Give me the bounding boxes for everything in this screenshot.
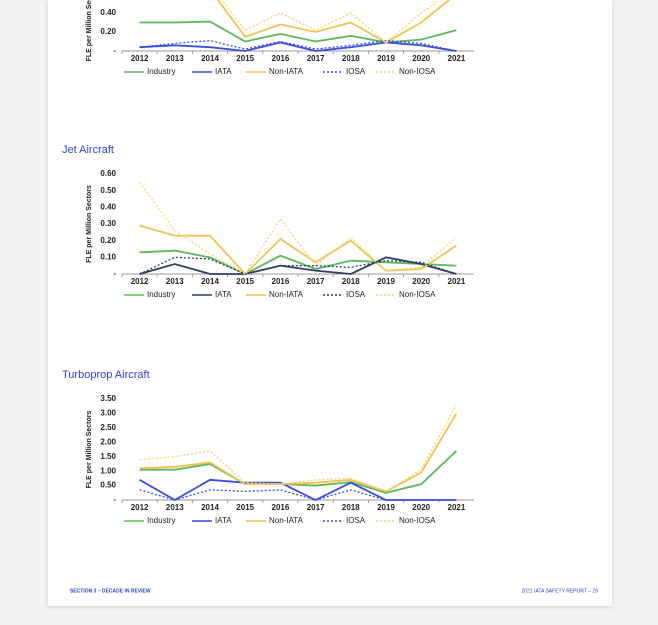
- x-tick-label: 2013: [166, 503, 184, 512]
- legend-label: IATA: [215, 516, 232, 525]
- y-tick-label: 0.30: [100, 219, 116, 228]
- y-tick-label: 0.40: [100, 8, 116, 17]
- x-tick-label: 2020: [412, 277, 430, 286]
- series-line: [139, 249, 457, 276]
- series-line: [139, 256, 457, 275]
- series-line: [139, 39, 457, 52]
- legend-label: Industry: [147, 516, 175, 525]
- y-tick-label: -: [113, 46, 116, 55]
- y-tick-label: 0.40: [100, 202, 116, 211]
- x-tick-label: 2012: [131, 54, 149, 63]
- x-tick-label: 2019: [377, 503, 395, 512]
- x-tick-label: 2017: [307, 503, 325, 512]
- y-tick-label: 3.50: [100, 394, 116, 403]
- y-tick-label: 0.20: [100, 236, 116, 245]
- y-tick-label: 2.00: [100, 437, 116, 446]
- footer-right: 2021 IATA SAFETY REPORT – 29: [521, 588, 598, 594]
- legend-label: IOSA: [346, 516, 366, 525]
- series-line: [139, 41, 457, 52]
- series-line: [139, 256, 457, 275]
- y-axis-label: FLE per Million Sectors: [86, 185, 93, 263]
- series-line: [216, 0, 451, 44]
- chart-title: Turboprop Aircraft: [62, 369, 150, 381]
- legend-label: Non-IATA: [269, 67, 304, 76]
- x-tick-label: 2019: [377, 54, 395, 63]
- y-tick-label: 0.20: [100, 27, 116, 36]
- legend-label: Non-IOSA: [399, 67, 436, 76]
- x-tick-label: 2015: [236, 503, 254, 512]
- x-tick-label: 2019: [377, 277, 395, 286]
- x-tick-label: 2021: [448, 277, 466, 286]
- legend-label: Non-IOSA: [399, 290, 436, 299]
- x-tick-label: 2017: [307, 277, 325, 286]
- y-tick-label: 3.00: [100, 409, 116, 418]
- x-tick-label: 2018: [342, 54, 360, 63]
- x-tick-label: 2013: [166, 277, 184, 286]
- legend-label: IATA: [215, 290, 232, 299]
- x-tick-label: 2015: [236, 54, 254, 63]
- y-tick-label: 0.60: [100, 169, 116, 178]
- y-axis-label: FLE per Million Sectors: [86, 411, 93, 489]
- legend-label: Non-IOSA: [399, 516, 436, 525]
- y-tick-label: 0.50: [100, 481, 116, 490]
- legend-label: IOSA: [346, 67, 366, 76]
- series-line: [139, 478, 457, 502]
- x-tick-label: 2020: [412, 54, 430, 63]
- series-line: [139, 20, 457, 44]
- legend-label: IATA: [215, 67, 232, 76]
- x-tick-label: 2015: [236, 277, 254, 286]
- x-tick-label: 2021: [448, 54, 466, 63]
- series-line: [139, 450, 458, 494]
- x-tick-label: 2018: [342, 277, 360, 286]
- series-line: [139, 181, 457, 275]
- y-axis-label: FLE per Million Sectors: [86, 0, 93, 61]
- y-tick-label: 1.50: [100, 452, 116, 461]
- y-tick-label: 1.00: [100, 466, 116, 475]
- series-line: [139, 412, 458, 493]
- x-tick-label: 2021: [448, 503, 466, 512]
- x-tick-label: 2014: [201, 503, 219, 512]
- x-tick-label: 2017: [307, 54, 325, 63]
- y-tick-label: -: [113, 269, 116, 278]
- y-tick-label: 0.50: [100, 186, 116, 195]
- x-tick-label: 2018: [342, 503, 360, 512]
- legend-label: IOSA: [346, 290, 366, 299]
- x-tick-label: 2012: [131, 503, 149, 512]
- y-tick-label: 2.50: [100, 423, 116, 432]
- paper: [48, 0, 612, 606]
- x-tick-label: 2016: [272, 54, 290, 63]
- series-line: [139, 404, 457, 493]
- legend-label: Non-IATA: [269, 290, 304, 299]
- x-tick-label: 2014: [201, 54, 219, 63]
- x-tick-label: 2016: [272, 503, 290, 512]
- footer-left: SECTION 3 – DECADE IN REVIEW: [70, 588, 151, 594]
- x-tick-label: 2020: [412, 503, 430, 512]
- x-tick-label: 2013: [166, 54, 184, 63]
- x-tick-label: 2016: [272, 277, 290, 286]
- legend-label: Non-IATA: [269, 516, 304, 525]
- y-tick-label: 0.10: [100, 252, 116, 261]
- x-tick-label: 2014: [201, 277, 219, 286]
- chart-title: Jet Aircraft: [62, 144, 114, 156]
- series-line: [139, 224, 457, 276]
- legend-label: Industry: [147, 290, 175, 299]
- x-tick-label: 2012: [131, 277, 149, 286]
- y-tick-label: -: [113, 495, 116, 504]
- legend-label: Industry: [147, 67, 175, 76]
